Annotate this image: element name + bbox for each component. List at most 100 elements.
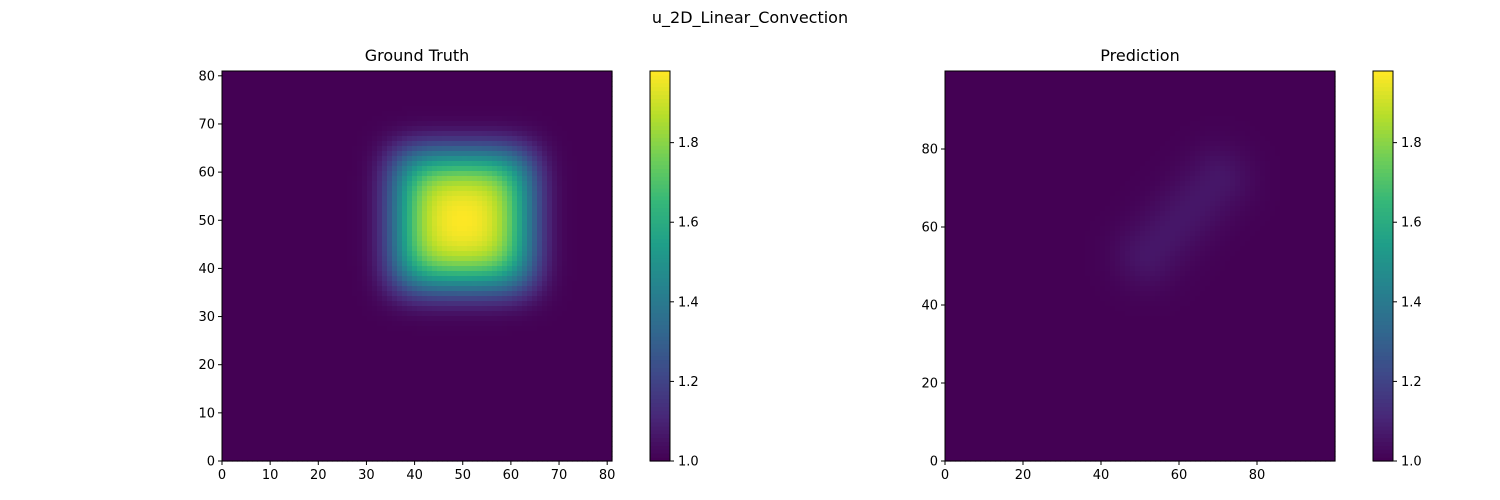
ground-truth-heatmap-cell [512,76,518,82]
ground-truth-heatmap-cell [592,171,598,177]
ground-truth-heatmap-cell [517,311,523,317]
ground-truth-heatmap-cell [552,96,558,102]
ground-truth-heatmap-cell [302,161,308,167]
ground-truth-heatmap-cell [562,196,568,202]
ground-truth-heatmap-cell [387,231,393,237]
ground-truth-heatmap-cell [262,146,268,152]
ground-truth-heatmap-cell [457,156,463,162]
ground-truth-heatmap-cell [422,306,428,312]
ground-truth-heatmap-cell [237,96,243,102]
ground-truth-heatmap-cell [577,326,583,332]
ground-truth-heatmap-cell [527,276,533,282]
ground-truth-heatmap-cell [412,186,418,192]
ground-truth-heatmap-cell [532,81,538,87]
ground-truth-heatmap-cell [572,221,578,227]
ground-truth-heatmap-cell [552,171,558,177]
ground-truth-heatmap-cell [242,96,248,102]
ground-truth-heatmap-cell [432,86,438,92]
ground-truth-heatmap-cell [587,76,593,82]
ground-truth-heatmap-cell [257,151,263,157]
ground-truth-heatmap-cell [477,166,483,172]
ground-truth-heatmap-cell [552,356,558,362]
ground-truth-heatmap-cell [287,111,293,117]
ground-truth-heatmap-cell [292,246,298,252]
ground-truth-heatmap-cell [582,361,588,367]
ground-truth-heatmap-cell [227,381,233,387]
ground-truth-heatmap-cell [392,181,398,187]
ground-truth-heatmap-cell [587,171,593,177]
ground-truth-heatmap-cell [472,196,478,202]
ground-truth-heatmap-cell [587,81,593,87]
ground-truth-heatmap-cell [287,201,293,207]
ground-truth-heatmap-cell [532,266,538,272]
ground-truth-heatmap-cell [577,171,583,177]
ground-truth-heatmap-cell [277,76,283,82]
ground-truth-heatmap-cell [502,261,508,267]
ground-truth-heatmap-cell [512,111,518,117]
ground-truth-heatmap-cell [382,206,388,212]
ground-truth-heatmap-cell [277,251,283,257]
ground-truth-heatmap-cell [462,246,468,252]
ground-truth-heatmap-cell [267,241,273,247]
ground-truth-heatmap-cell [527,176,533,182]
ground-truth-heatmap-cell [427,121,433,127]
ground-truth-heatmap-cell [327,136,333,142]
ground-truth-heatmap-cell [382,316,388,322]
ground-truth-heatmap-cell [507,226,513,232]
ground-truth-heatmap-cell [537,226,543,232]
ground-truth-heatmap-cell [322,281,328,287]
ground-truth-heatmap-cell [372,341,378,347]
ground-truth-heatmap-cell [332,386,338,392]
ground-truth-heatmap-cell [432,101,438,107]
ground-truth-heatmap-cell [402,81,408,87]
ground-truth-heatmap-cell [282,141,288,147]
ground-truth-heatmap-cell [417,96,423,102]
ground-truth-heatmap-cell [467,91,473,97]
ground-truth-heatmap-cell [377,271,383,277]
ground-truth-heatmap-cell [457,306,463,312]
ground-truth-heatmap-cell [352,311,358,317]
ground-truth-heatmap-cell [327,301,333,307]
ground-truth-heatmap-cell [557,211,563,217]
ground-truth-heatmap-cell [442,381,448,387]
ground-truth-heatmap-cell [342,156,348,162]
ground-truth-heatmap-cell [297,346,303,352]
ground-truth-heatmap-cell [457,101,463,107]
ground-truth-heatmap-cell [577,156,583,162]
ground-truth-heatmap-cell [482,351,488,357]
ground-truth-heatmap-cell [542,241,548,247]
ground-truth-heatmap-cell [602,221,608,227]
ground-truth-heatmap-cell [422,256,428,262]
ground-truth-heatmap-cell [287,226,293,232]
ground-truth-heatmap-cell [257,186,263,192]
ground-truth-heatmap-cell [387,196,393,202]
ground-truth-heatmap-cell [492,346,498,352]
ground-truth-heatmap-cell [387,216,393,222]
ground-truth-heatmap-cell [387,256,393,262]
ground-truth-heatmap-cell [557,161,563,167]
ground-truth-heatmap-cell [317,331,323,337]
ground-truth-heatmap-cell [267,216,273,222]
ground-truth-heatmap-cell [342,266,348,272]
ground-truth-heatmap-cell [442,226,448,232]
ground-truth-heatmap-cell [542,156,548,162]
ground-truth-heatmap-cell [352,351,358,357]
ground-truth-heatmap-cell [417,331,423,337]
ground-truth-heatmap-cell [382,251,388,257]
ground-truth-heatmap-cell [542,356,548,362]
ground-truth-heatmap-cell [487,321,493,327]
ground-truth-heatmap-cell [362,101,368,107]
ground-truth-heatmap-cell [222,231,228,237]
ground-truth-heatmap-cell [377,126,383,132]
ground-truth-heatmap-cell [352,81,358,87]
ground-truth-heatmap-cell [557,326,563,332]
ground-truth-heatmap-cell [482,141,488,147]
ground-truth-heatmap-cell [357,266,363,272]
ground-truth-heatmap-cell [272,261,278,267]
ground-truth-heatmap-cell [582,376,588,382]
ground-truth-heatmap-cell [252,146,258,152]
ground-truth-heatmap-cell [497,236,503,242]
ground-truth-heatmap-cell [377,121,383,127]
ground-truth-heatmap-cell [232,331,238,337]
ground-truth-heatmap-cell [262,91,268,97]
